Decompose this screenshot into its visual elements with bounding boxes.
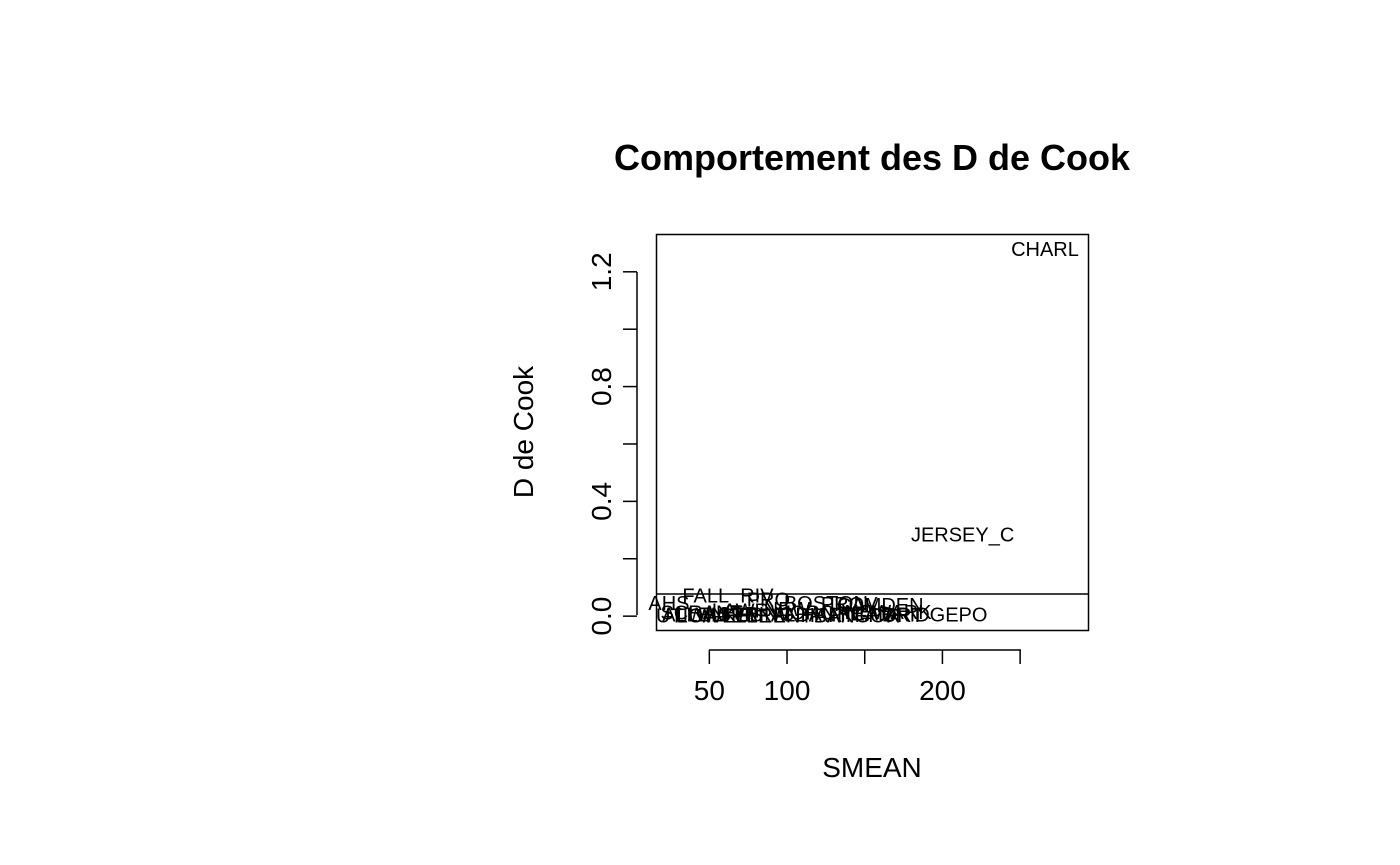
y-tick-label: 0.0 bbox=[586, 597, 617, 636]
x-axis-label: SMEAN bbox=[822, 752, 922, 783]
point-label: JERSEY_C bbox=[911, 524, 1014, 546]
point-label: ERIE bbox=[725, 606, 772, 628]
point-label: NEWARK bbox=[845, 602, 933, 624]
point-label: WILKES bbox=[687, 604, 763, 626]
point-label: AHS bbox=[648, 593, 689, 615]
point-label: NEW bbox=[764, 599, 811, 621]
plot-frame bbox=[655, 233, 1090, 632]
x-tick-label: 50 bbox=[694, 675, 725, 706]
y-tick-label: 0.4 bbox=[586, 482, 617, 521]
x-tick-label: 100 bbox=[764, 675, 811, 706]
point-label: LOWELL bbox=[677, 605, 758, 627]
point-label: PROV bbox=[821, 594, 878, 616]
point-label: UTICA bbox=[656, 606, 717, 628]
point-label: CAMDEN bbox=[837, 595, 924, 617]
y-axis-label: D de Cook bbox=[508, 365, 539, 498]
point-label: LAWR bbox=[712, 600, 769, 622]
x-axis-ticks: 50 100 200 bbox=[694, 650, 1021, 706]
point-label: BANGOR bbox=[814, 606, 901, 628]
point-label: ALBANY bbox=[771, 604, 850, 626]
point-label: CHARL bbox=[1011, 239, 1079, 261]
point-label: PORT bbox=[868, 605, 923, 627]
point-label: TRENT bbox=[746, 606, 813, 628]
point-label: SPRING bbox=[718, 604, 795, 626]
point-label: HARTF bbox=[800, 605, 866, 627]
x-tick-label: 200 bbox=[919, 675, 966, 706]
y-tick-label: 0.8 bbox=[586, 367, 617, 406]
point-label: BRIDGEPO bbox=[882, 605, 988, 627]
point-label: READ bbox=[837, 603, 893, 625]
chart-title: Comportement des D de Cook bbox=[614, 137, 1131, 178]
y-axis-ticks: 0.0 0.4 0.8 1.2 bbox=[586, 252, 637, 636]
point-label: PRO bbox=[747, 590, 790, 612]
point-label: ALLEN bbox=[662, 605, 725, 627]
point-label: SCRANT bbox=[660, 603, 742, 625]
point-label: FALL_RIV bbox=[682, 585, 774, 607]
y-tick-label: 1.2 bbox=[586, 252, 617, 291]
point-label: BOSTON bbox=[784, 593, 868, 615]
point-label: WORC bbox=[771, 603, 834, 625]
